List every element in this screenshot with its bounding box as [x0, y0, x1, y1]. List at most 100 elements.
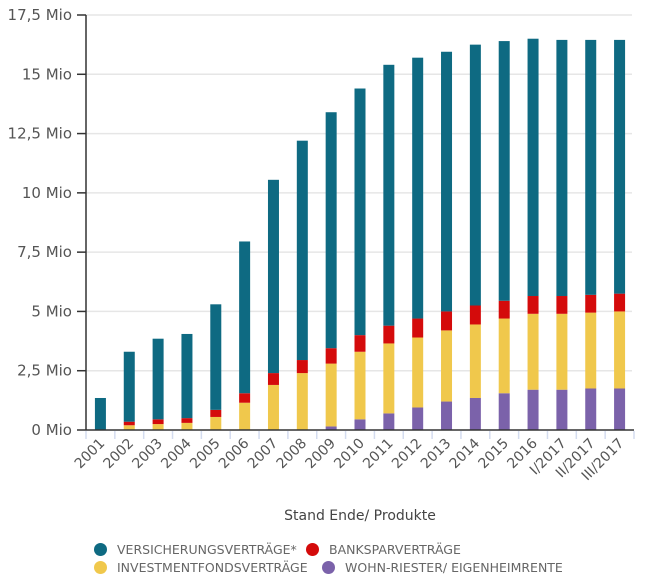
bar-segment-investmentfondsvertr-ge[interactable]: [469, 324, 481, 398]
bar-segment-banksparvertr-ge[interactable]: [383, 325, 395, 344]
bar-segment-wohn-riester-eigenheimrente[interactable]: [383, 413, 395, 430]
bar-segment-investmentfondsvertr-ge[interactable]: [267, 384, 279, 430]
bar-segment-banksparvertr-ge[interactable]: [527, 296, 539, 314]
y-tick-label: 12,5 Mio: [8, 125, 72, 143]
bar-segment-versicherungsvertr-ge[interactable]: [325, 112, 337, 349]
bar-segment-banksparvertr-ge[interactable]: [239, 393, 251, 403]
x-tick-label: 2013: [418, 436, 455, 473]
bar-segment-banksparvertr-ge[interactable]: [354, 335, 366, 352]
x-tick-label: 2004: [158, 435, 195, 472]
bar-segment-wohn-riester-eigenheimrente[interactable]: [498, 393, 510, 430]
bar-segment-investmentfondsvertr-ge[interactable]: [239, 402, 251, 430]
bar-segment-versicherungsvertr-ge[interactable]: [94, 397, 106, 430]
bar-segment-investmentfondsvertr-ge[interactable]: [181, 422, 193, 430]
bar-segment-investmentfondsvertr-ge[interactable]: [498, 318, 510, 394]
bar-segment-banksparvertr-ge[interactable]: [556, 296, 568, 314]
bar-segment-wohn-riester-eigenheimrente[interactable]: [441, 401, 453, 430]
bar-segment-versicherungsvertr-ge[interactable]: [210, 304, 222, 410]
bar-segment-investmentfondsvertr-ge[interactable]: [412, 337, 424, 408]
bar-segment-versicherungsvertr-ge[interactable]: [498, 41, 510, 301]
y-tick-label: 0 Mio: [31, 421, 72, 439]
x-axis: 2001200220032004200520062007200820092010…: [72, 429, 635, 484]
bar-segment-banksparvertr-ge[interactable]: [123, 421, 135, 426]
x-tick-label: 2006: [216, 435, 253, 472]
legend-item-banksparvertraege[interactable]: BANKSPARVERTRÄGE: [306, 542, 461, 557]
bar-segment-versicherungsvertr-ge[interactable]: [585, 39, 597, 295]
bar-segment-banksparvertr-ge[interactable]: [441, 311, 453, 331]
bar-segment-banksparvertr-ge[interactable]: [469, 305, 481, 325]
y-tick-label: 2,5 Mio: [17, 362, 72, 380]
bar-segment-investmentfondsvertr-ge[interactable]: [325, 363, 337, 427]
bar-segment-banksparvertr-ge[interactable]: [152, 419, 164, 425]
legend-item-versicherung[interactable]: VERSICHERUNGSVERTRÄGE*: [94, 542, 297, 557]
bar-segment-versicherungsvertr-ge[interactable]: [267, 179, 279, 374]
bar-segment-versicherungsvertr-ge[interactable]: [354, 88, 366, 336]
bar-segment-versicherungsvertr-ge[interactable]: [123, 351, 135, 422]
x-tick-label: 2003: [129, 436, 166, 473]
bar-segment-wohn-riester-eigenheimrente[interactable]: [412, 407, 424, 430]
bar-segment-banksparvertr-ge[interactable]: [412, 318, 424, 338]
y-tick-label: 7,5 Mio: [17, 243, 72, 261]
x-tick-label: 2009: [302, 436, 339, 473]
x-tick-label: 2001: [72, 436, 109, 473]
bar-segment-investmentfondsvertr-ge[interactable]: [152, 424, 164, 430]
bar-segment-wohn-riester-eigenheimrente[interactable]: [585, 388, 597, 431]
y-tick-label: 17,5 Mio: [8, 6, 72, 24]
x-tick-label: 2010: [331, 436, 368, 473]
bar-segment-investmentfondsvertr-ge[interactable]: [296, 373, 308, 430]
legend-item-investmentfonds[interactable]: INVESTMENTFONDSVERTRÄGE: [94, 560, 308, 575]
bar-segment-versicherungsvertr-ge[interactable]: [441, 51, 453, 312]
legend-label: BANKSPARVERTRÄGE: [329, 542, 461, 557]
bar-segment-investmentfondsvertr-ge[interactable]: [354, 351, 366, 420]
bar-segment-wohn-riester-eigenheimrente[interactable]: [354, 419, 366, 430]
y-tick-label: 15 Mio: [22, 65, 72, 83]
bar-segment-investmentfondsvertr-ge[interactable]: [585, 312, 597, 389]
bar-segment-versicherungsvertr-ge[interactable]: [527, 38, 539, 297]
bar-segment-banksparvertr-ge[interactable]: [498, 300, 510, 319]
x-tick-label: 2011: [360, 436, 397, 473]
bar-segment-versicherungsvertr-ge[interactable]: [383, 64, 395, 326]
bar-segment-banksparvertr-ge[interactable]: [614, 293, 626, 312]
legend-dot-icon: [94, 561, 107, 574]
legend-label: VERSICHERUNGSVERTRÄGE*: [117, 542, 297, 557]
bar-segment-banksparvertr-ge[interactable]: [325, 348, 337, 364]
stacked-bar-chart: 0 Mio 2,5 Mio 5 Mio 7,5 Mio 10 Mio 12,5 Mio 15…: [8, 6, 635, 524]
bar-segment-investmentfondsvertr-ge[interactable]: [210, 416, 222, 430]
y-tick-label: 5 Mio: [31, 302, 72, 320]
x-tick-label: 2015: [476, 436, 513, 473]
x-tick-label: 2007: [245, 436, 282, 473]
bar-segment-investmentfondsvertr-ge[interactable]: [614, 311, 626, 389]
legend-item-wohn-riester[interactable]: WOHN-RIESTER/ EIGENHEIMRENTE: [322, 560, 563, 575]
bar-segment-investmentfondsvertr-ge[interactable]: [383, 343, 395, 414]
bar-segment-versicherungsvertr-ge[interactable]: [614, 39, 626, 294]
bar-segment-investmentfondsvertr-ge[interactable]: [527, 313, 539, 390]
y-tick-label: 10 Mio: [22, 184, 72, 202]
bar-segment-banksparvertr-ge[interactable]: [296, 360, 308, 374]
bar-segment-investmentfondsvertr-ge[interactable]: [123, 425, 135, 430]
bar-segment-versicherungsvertr-ge[interactable]: [556, 39, 568, 297]
x-tick-label: 2014: [447, 435, 484, 472]
legend-dot-icon: [306, 543, 319, 556]
bar-segment-versicherungsvertr-ge[interactable]: [469, 44, 481, 306]
bar-segment-versicherungsvertr-ge[interactable]: [296, 140, 308, 361]
bar-segment-versicherungsvertr-ge[interactable]: [412, 57, 424, 319]
bar-segment-versicherungsvertr-ge[interactable]: [239, 241, 251, 394]
bar-segment-versicherungsvertr-ge[interactable]: [181, 333, 193, 419]
bars: [94, 38, 626, 431]
bar-segment-wohn-riester-eigenheimrente[interactable]: [556, 389, 568, 430]
legend-label: INVESTMENTFONDSVERTRÄGE: [117, 560, 308, 575]
bar-segment-banksparvertr-ge[interactable]: [267, 373, 279, 385]
bar-segment-wohn-riester-eigenheimrente[interactable]: [325, 426, 337, 430]
bar-segment-banksparvertr-ge[interactable]: [181, 418, 193, 423]
x-tick-label: 2005: [187, 436, 224, 473]
x-tick-label: 2012: [389, 436, 426, 473]
bar-segment-banksparvertr-ge[interactable]: [210, 409, 222, 417]
bar-segment-wohn-riester-eigenheimrente[interactable]: [614, 388, 626, 431]
bar-segment-wohn-riester-eigenheimrente[interactable]: [527, 389, 539, 430]
x-tick-label: 2008: [274, 436, 311, 473]
bar-segment-investmentfondsvertr-ge[interactable]: [556, 313, 568, 390]
bar-segment-banksparvertr-ge[interactable]: [585, 294, 597, 313]
bar-segment-wohn-riester-eigenheimrente[interactable]: [469, 397, 481, 430]
bar-segment-investmentfondsvertr-ge[interactable]: [441, 330, 453, 402]
bar-segment-versicherungsvertr-ge[interactable]: [152, 338, 164, 420]
